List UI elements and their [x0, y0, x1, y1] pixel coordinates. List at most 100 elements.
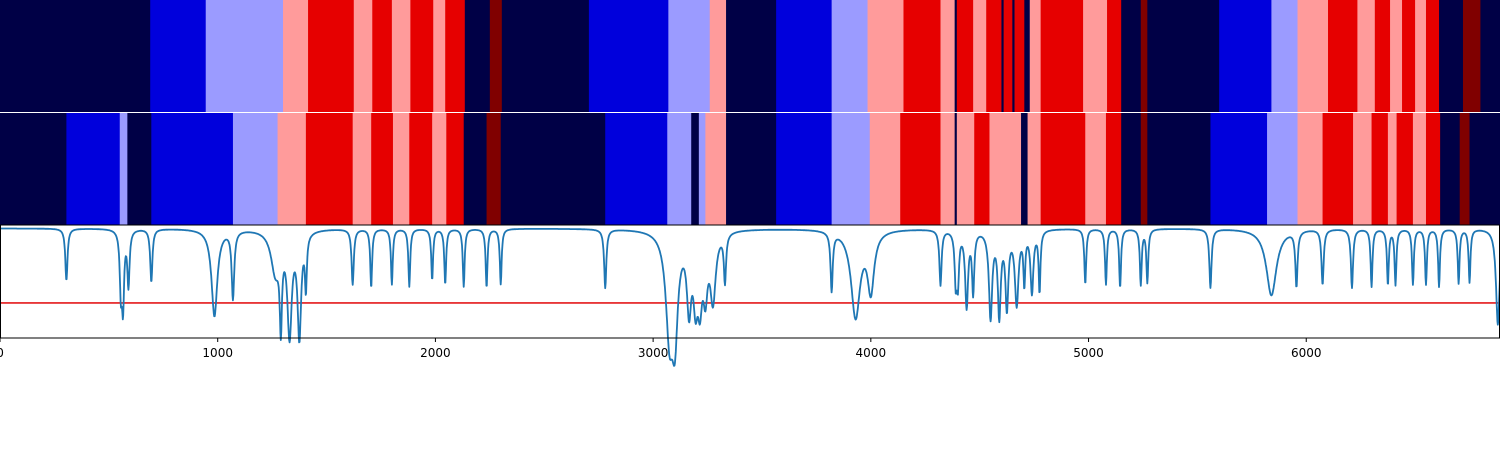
- heatmap-cell-2-39: [1140, 113, 1148, 225]
- heatmap-cell-2-51: [1440, 113, 1461, 225]
- heatmap-cell-2-8: [305, 113, 354, 225]
- signal-series-line: [0, 227, 1500, 367]
- heatmap-cell-2-44: [1322, 113, 1354, 225]
- heatmap-cell-1-4: [283, 0, 309, 112]
- heatmap-cell-1-24: [954, 0, 958, 112]
- heatmap-cell-2-36: [1085, 113, 1107, 225]
- heatmap-cell-2-12: [409, 113, 433, 225]
- heatmap-cell-2-7: [277, 113, 307, 225]
- x-tick-label-1000: 1000: [202, 346, 233, 360]
- heatmap-cell-1-9: [410, 0, 434, 112]
- heatmap-cell-1-52: [1480, 0, 1500, 112]
- heatmap-cell-2-24: [776, 113, 833, 225]
- heatmap-cell-2-11: [392, 113, 410, 225]
- heatmap-cell-2-40: [1147, 113, 1211, 225]
- heatmap-cell-2-26: [869, 113, 901, 225]
- heatmap-cell-2-13: [432, 113, 447, 225]
- heatmap-cell-2-34: [1027, 113, 1042, 225]
- heatmap-cell-1-25: [956, 0, 974, 112]
- x-axis: 0 1000 2000 3000 4000 5000 6000: [0, 338, 1322, 360]
- heatmap-cell-1-17: [709, 0, 727, 112]
- heatmap-cell-1-27: [986, 0, 1002, 112]
- heatmap-cell-2-5: [151, 113, 234, 225]
- heatmap-cell-1-5: [308, 0, 355, 112]
- heatmap-cell-2-4: [127, 113, 152, 225]
- heatmap-cell-1-8: [391, 0, 411, 112]
- heatmap-cell-1-34: [1040, 0, 1084, 112]
- heatmap-cell-1-13: [489, 0, 503, 112]
- heatmap-cell-1-36: [1107, 0, 1122, 112]
- heatmap-cell-1-39: [1147, 0, 1220, 112]
- heatmap-cell-1-32: [1024, 0, 1031, 112]
- heatmap-cell-1-31: [1014, 0, 1025, 112]
- heatmap-cell-1-37: [1121, 0, 1142, 112]
- heatmap-cell-2-46: [1371, 113, 1389, 225]
- heatmap-cell-1-50: [1439, 0, 1464, 112]
- heatmap-cell-2-19: [667, 113, 692, 225]
- heatmap-cell-2-18: [605, 113, 668, 225]
- heatmap-cell-2-53: [1469, 113, 1500, 225]
- heatmap-cell-2-29: [954, 113, 958, 225]
- heatmap-cell-1-14: [501, 0, 590, 112]
- heatmap-cell-1-18: [726, 0, 777, 112]
- heatmap-cell-2-43: [1297, 113, 1323, 225]
- heatmap-cell-1-1: [0, 0, 151, 112]
- heatmap-cell-2-49: [1412, 113, 1427, 225]
- heatmap-cell-1-10: [433, 0, 446, 112]
- heatmap-cell-1-38: [1140, 0, 1148, 112]
- x-tick-label-5000: 5000: [1073, 346, 1104, 360]
- heatmap-cell-2-42: [1267, 113, 1298, 225]
- heatmap-cell-1-35: [1083, 0, 1108, 112]
- heatmap-cell-2-52: [1459, 113, 1470, 225]
- heatmap-cell-1-19: [776, 0, 833, 112]
- x-tick-label-6000: 6000: [1291, 346, 1322, 360]
- heatmap-cell-2-10: [371, 113, 394, 225]
- heatmap-cell-1-42: [1297, 0, 1329, 112]
- x-tick-label-0: 0: [0, 346, 4, 360]
- heatmap-cell-1-22: [903, 0, 941, 112]
- heatmap-cell-2-37: [1105, 113, 1122, 225]
- heatmap-cell-2-14: [446, 113, 465, 225]
- heatmap-cell-1-40: [1219, 0, 1272, 112]
- heatmap-cell-1-45: [1374, 0, 1391, 112]
- heatmap-cell-2-50: [1425, 113, 1441, 225]
- heatmap-cell-1-26: [973, 0, 987, 112]
- heatmap-cell-2-28: [940, 113, 956, 225]
- heatmap-cell-2-17: [500, 113, 606, 225]
- x-tick-label-2000: 2000: [420, 346, 451, 360]
- heatmap-cell-2-3: [119, 113, 128, 225]
- heatmap-cell-2-25: [831, 113, 871, 225]
- heatmap-cell-2-2: [66, 113, 121, 225]
- heatmap-cell-1-16: [668, 0, 711, 112]
- heatmap-cell-1-44: [1357, 0, 1376, 112]
- heatmap-cell-1-47: [1402, 0, 1416, 112]
- heatmap-cell-1-15: [588, 0, 669, 112]
- heatmap-cell-2-22: [705, 113, 727, 225]
- heatmap-cell-1-23: [940, 0, 956, 112]
- heatmap-cell-1-20: [831, 0, 868, 112]
- heatmap-cell-1-46: [1390, 0, 1403, 112]
- signal-line-panel: [0, 224, 1500, 367]
- heatmap-cell-1-51: [1462, 0, 1481, 112]
- heatmap-cell-2-21: [698, 113, 706, 225]
- heatmap-cell-2-33: [1021, 113, 1028, 225]
- heatmap-cell-1-11: [445, 0, 466, 112]
- heatmap-cell-1-6: [353, 0, 373, 112]
- heatmap-cell-2-1: [0, 113, 67, 225]
- heatmap-cell-2-48: [1396, 113, 1414, 225]
- heatmap-cell-2-15: [463, 113, 487, 225]
- x-tick-label-4000: 4000: [856, 346, 887, 360]
- heatmap-cell-2-38: [1121, 113, 1142, 225]
- heatmap-cell-2-20: [691, 113, 700, 225]
- heatmap-cell-2-47: [1387, 113, 1397, 225]
- heatmap-cell-2-45: [1353, 113, 1372, 225]
- heatmap-cell-2-27: [900, 113, 941, 225]
- heatmap-cell-2-30: [956, 113, 975, 225]
- heatmap-cell-1-43: [1328, 0, 1358, 112]
- heatmap-track-1: [0, 0, 1500, 112]
- heatmap-cell-1-28: [1001, 0, 1005, 112]
- heatmap-cell-1-21: [867, 0, 904, 112]
- heatmap-track-2: [0, 113, 1500, 225]
- heatmap-cell-1-29: [1003, 0, 1013, 112]
